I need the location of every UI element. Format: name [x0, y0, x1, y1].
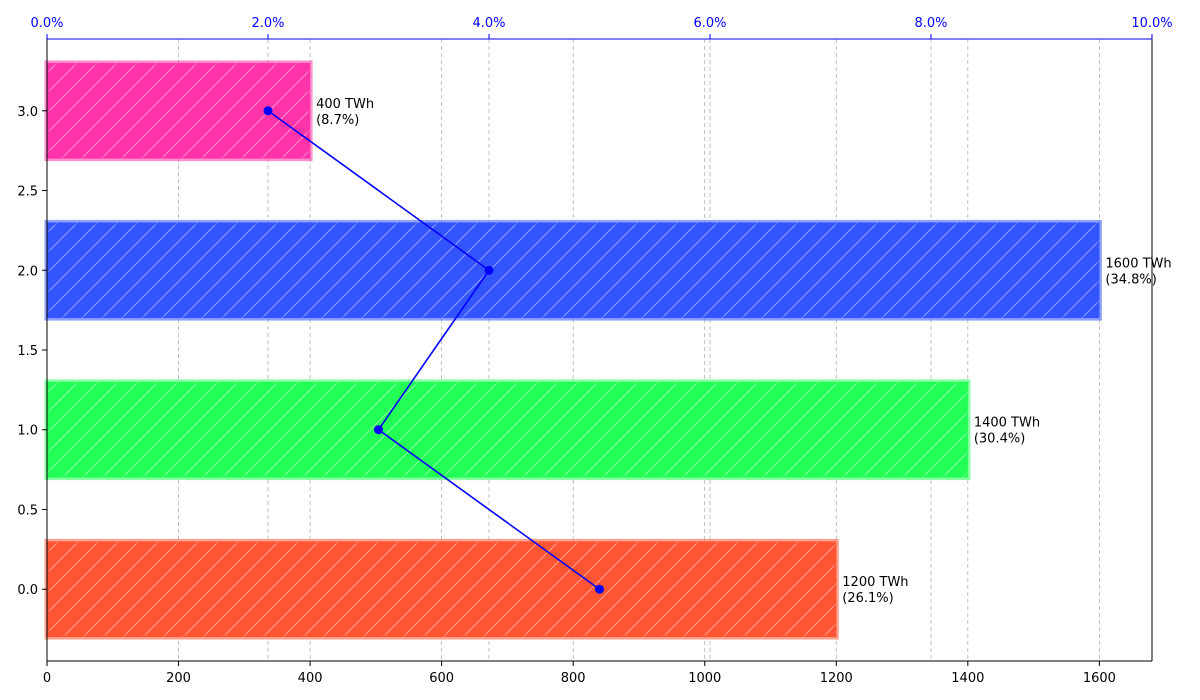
bar-percent-label-0: (26.1%)	[842, 591, 893, 606]
x-tick-label-5: 1000	[688, 671, 721, 686]
share-point-2	[484, 265, 494, 275]
bar-0	[44, 538, 839, 640]
bar-1	[44, 379, 971, 481]
y-tick-label-5: 2.5	[17, 185, 38, 200]
x-tick-label-2: 400	[298, 671, 323, 686]
bar-hatch-0	[47, 541, 837, 638]
bar-percent-label-2: (34.8%)	[1105, 272, 1156, 287]
y-tick-label-1: 0.5	[17, 503, 38, 518]
bar-percent-label-3: (8.7%)	[316, 113, 359, 128]
bar-value-label-0: 1200 TWh	[842, 575, 908, 590]
y-tick-label-6: 3.0	[17, 105, 38, 120]
x-tick-label-4: 800	[561, 671, 586, 686]
top-tick-label-4: 8.0%	[914, 16, 947, 31]
bar-hatch-1	[47, 381, 968, 478]
bar-value-label-1: 1400 TWh	[974, 416, 1040, 431]
top-tick-label-0: 0.0%	[30, 16, 63, 31]
top-tick-label-5: 10.0%	[1131, 16, 1172, 31]
axis-layer: 0 200 400 600 800 1000 1200 1400 1600 0.0 0.5 1.0 1.…	[17, 16, 1172, 686]
y-tick-label-0: 0.0	[17, 583, 38, 598]
x-tick-label-7: 1400	[951, 671, 984, 686]
share-point-3	[263, 106, 273, 116]
bar-value-label-3: 400 TWh	[316, 97, 374, 112]
share-point-0	[595, 584, 604, 594]
x-tick-label-6: 1200	[820, 671, 853, 686]
y-tick-label-2: 1.0	[17, 424, 38, 439]
bar-2	[44, 219, 1102, 321]
bar-layer	[44, 60, 1102, 640]
label-layer: 1200 TWh(26.1%) 1400 TWh(30.4%) 1600 TWh(3…	[316, 97, 1172, 606]
bar-value-label-2: 1600 TWh	[1105, 256, 1171, 271]
share-point-1	[374, 425, 383, 435]
top-tick-label-1: 2.0%	[251, 16, 284, 31]
x-tick-label-1: 200	[166, 671, 191, 686]
bar-percent-label-1: (30.4%)	[974, 432, 1025, 447]
line-layer	[263, 106, 604, 594]
x-tick-label-3: 600	[429, 671, 454, 686]
y-tick-label-4: 2.0	[17, 264, 38, 279]
x-tick-label-0: 0	[43, 671, 51, 686]
y-tick-label-3: 1.5	[17, 344, 38, 359]
top-tick-label-2: 4.0%	[472, 16, 505, 31]
share-line	[267, 110, 600, 590]
top-tick-label-3: 6.0%	[693, 16, 726, 31]
x-tick-label-8: 1600	[1083, 671, 1116, 686]
bar-hatch-2	[47, 222, 1100, 319]
